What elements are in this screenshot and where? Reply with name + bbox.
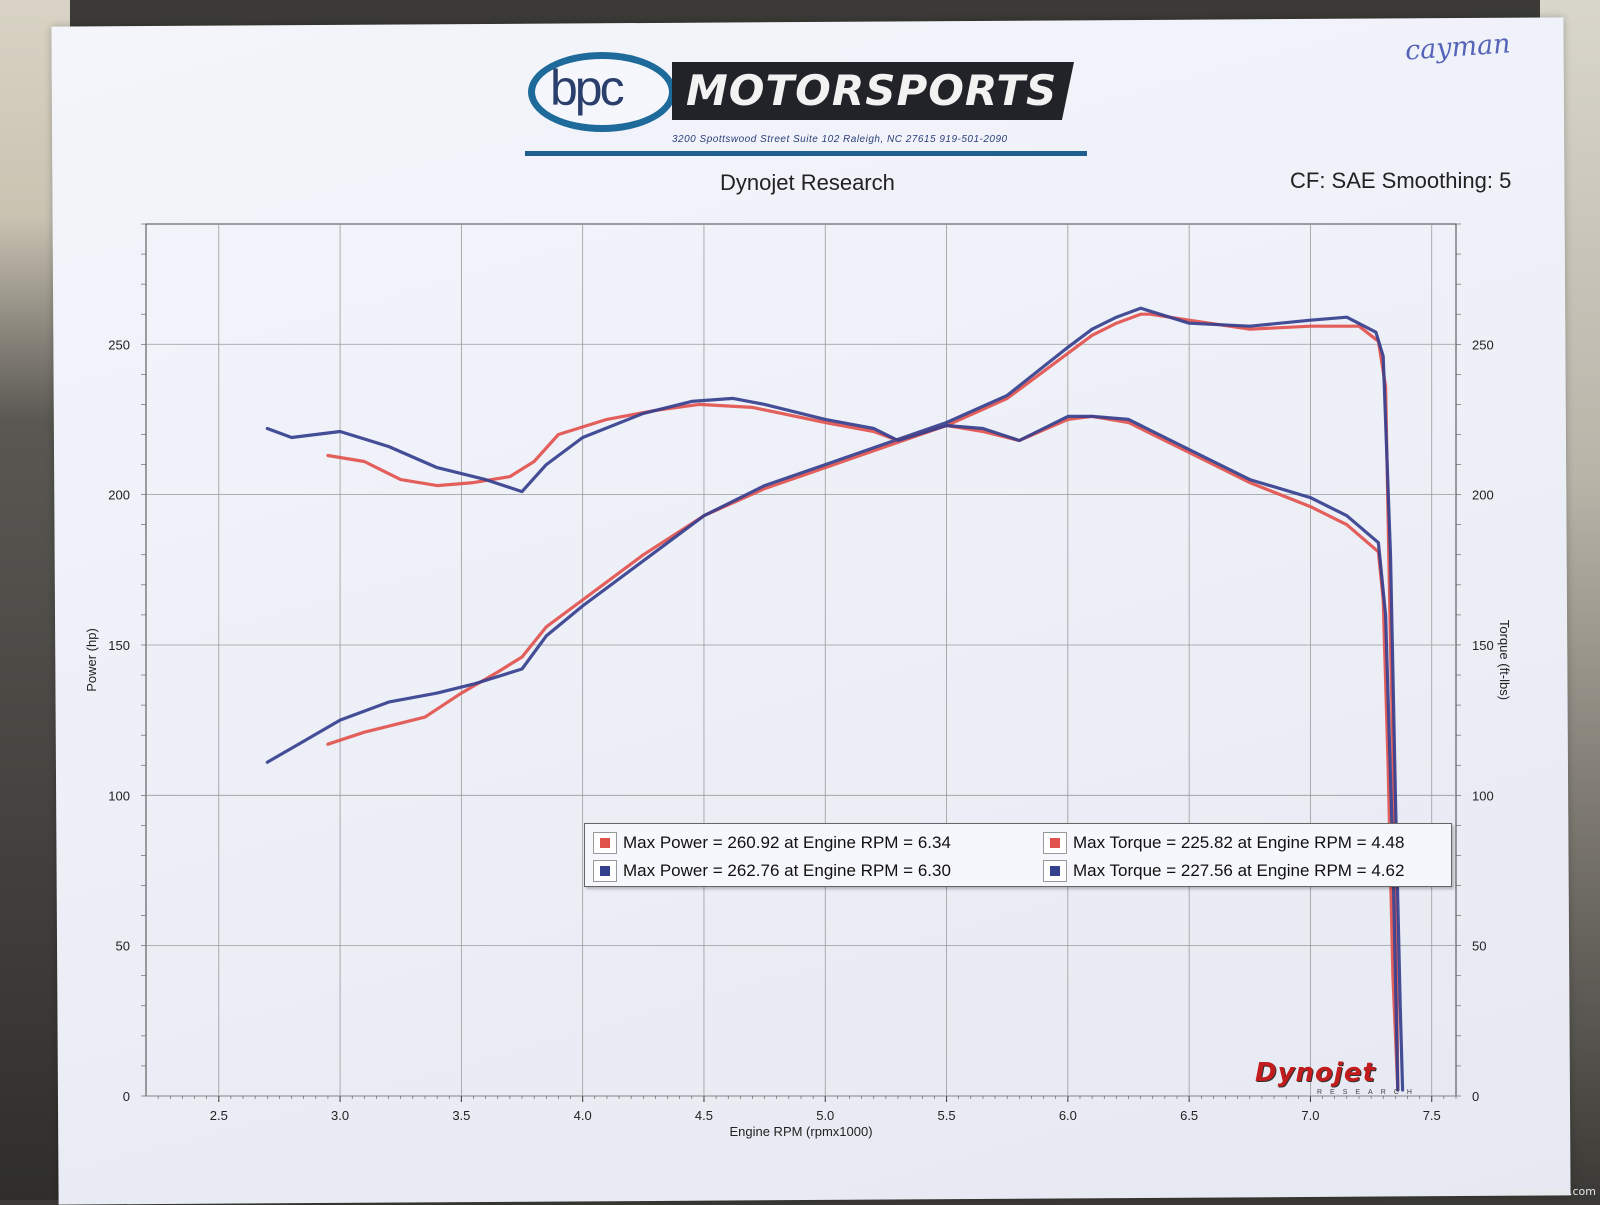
dynojet-logo-text: Dynojet xyxy=(1255,1058,1376,1088)
legend-swatch xyxy=(1043,860,1067,882)
legend-label: Max Torque = 225.82 at Engine RPM = 4.48 xyxy=(1073,833,1405,852)
dynojet-logo: Dynojet RESEARCH xyxy=(1255,1058,1431,1100)
dynojet-logo-subtext: RESEARCH xyxy=(1317,1089,1420,1096)
x-tick-label: 6.0 xyxy=(1059,1108,1077,1123)
shop-address: 3200 Spottswood Street Suite 102 Raleigh… xyxy=(672,134,1008,145)
y-right-tick-label: 50 xyxy=(1472,939,1486,954)
legend-label: Max Torque = 227.56 at Engine RPM = 4.62 xyxy=(1073,861,1405,880)
series-line-red-right xyxy=(326,402,1400,1092)
axis-ticks: 2.5 3.0 3.5 4.0 4.5 5.0 5.5 6.0 6.5 7.0 7.5 0 50 100 1… xyxy=(108,223,1494,1123)
y-left-tick-label: 250 xyxy=(108,337,130,352)
legend-item: Max Power = 260.92 at Engine RPM = 6.34 xyxy=(593,831,951,855)
y-right-tick-label: 100 xyxy=(1472,788,1494,803)
legend-label: Max Power = 260.92 at Engine RPM = 6.34 xyxy=(623,833,951,852)
logo-underline xyxy=(525,151,1087,156)
legend-item: Max Power = 262.76 at Engine RPM = 6.30 xyxy=(593,859,951,883)
x-tick-label: 5.0 xyxy=(816,1108,834,1123)
legend-label: Max Power = 262.76 at Engine RPM = 6.30 xyxy=(623,861,951,880)
x-tick-label: 4.0 xyxy=(574,1108,592,1123)
y-right-tick-label: 200 xyxy=(1472,488,1494,503)
x-tick-label: 3.5 xyxy=(452,1108,470,1123)
y-right-tick-label: 150 xyxy=(1472,638,1494,653)
correction-factor-label: CF: SAE Smoothing: 5 xyxy=(1290,168,1512,193)
series-group xyxy=(265,306,1405,1092)
series-line-blue-left xyxy=(265,306,1405,1092)
y-right-tick-label: 0 xyxy=(1472,1089,1479,1104)
logo-motorsports-text: MOTORSPORTS xyxy=(686,66,1058,115)
chart-heading: Dynojet Research xyxy=(720,170,895,195)
legend-swatch xyxy=(1043,832,1067,854)
chart-legend: Max Power = 260.92 at Engine RPM = 6.34 … xyxy=(584,823,1452,887)
legend-swatch xyxy=(593,832,617,854)
bpc-motorsports-logo: bpc MOTORSPORTS 3200 Spottswood Street S… xyxy=(525,50,1088,160)
x-tick-label: 6.5 xyxy=(1180,1108,1198,1123)
y-axis-left-title: Power (hp) xyxy=(84,628,99,692)
logo-band xyxy=(672,62,1074,120)
watermark: thewolfweb.com xyxy=(1505,1185,1596,1198)
x-axis-title: Engine RPM (rpmx1000) xyxy=(729,1124,872,1139)
legend-item: Max Torque = 227.56 at Engine RPM = 4.62 xyxy=(1043,859,1404,883)
y-axis-right-title: Torque (ft-lbs) xyxy=(1497,620,1512,700)
legend-item: Max Torque = 225.82 at Engine RPM = 4.48 xyxy=(1043,831,1404,855)
x-tick-label: 7.5 xyxy=(1423,1108,1441,1123)
x-tick-label: 2.5 xyxy=(210,1108,228,1123)
series-line-blue-right xyxy=(265,396,1400,1092)
legend-swatch xyxy=(593,860,617,882)
y-left-tick-label: 100 xyxy=(108,788,130,803)
logo-bpc-text: bpc xyxy=(550,60,625,116)
x-tick-label: 3.0 xyxy=(331,1108,349,1123)
x-tick-label: 7.0 xyxy=(1301,1108,1319,1123)
x-tick-label: 4.5 xyxy=(695,1108,713,1123)
plot-frame xyxy=(145,223,1457,1097)
logo-oval xyxy=(528,52,676,132)
y-left-tick-label: 50 xyxy=(116,939,130,954)
grid xyxy=(146,224,1456,1097)
series-line-red-left xyxy=(326,312,1400,1092)
y-left-tick-label: 0 xyxy=(123,1089,130,1104)
y-left-tick-label: 150 xyxy=(108,638,130,653)
y-left-tick-label: 200 xyxy=(108,488,130,503)
y-right-tick-label: 250 xyxy=(1472,337,1494,352)
x-tick-label: 5.5 xyxy=(938,1108,956,1123)
